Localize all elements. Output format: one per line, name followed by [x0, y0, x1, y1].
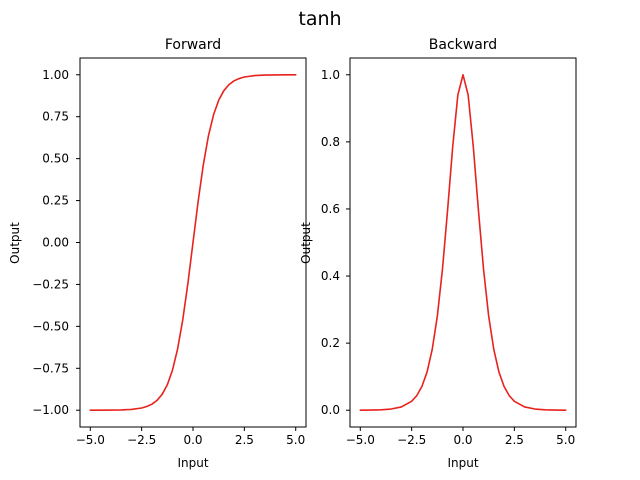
backward-x-tick-label: −5.0	[346, 433, 375, 447]
forward-x-tick-label: 5.0	[286, 433, 305, 447]
backward-series-line-0	[359, 73, 567, 411]
forward-x-tick-label: 0.0	[183, 433, 202, 447]
forward-y-tick-label: −0.50	[32, 319, 69, 333]
backward-x-tick-label: 2.5	[505, 433, 524, 447]
backward-y-tick-label: 0.2	[321, 336, 340, 350]
forward-y-tick-label: 0.25	[42, 194, 69, 208]
backward-y-tick-label: 0.8	[321, 135, 340, 149]
forward-xlabel: Input	[177, 456, 208, 470]
forward-y-tick-label: −1.00	[32, 403, 69, 417]
forward-ylabel: Output	[8, 222, 22, 264]
forward-x-tick-label: −5.0	[76, 433, 105, 447]
forward-title: Forward	[165, 37, 221, 53]
forward-y-tick-label: 0.00	[42, 236, 69, 250]
backward-x-tick-label: −2.5	[397, 433, 426, 447]
backward-x-tick-label: 5.0	[556, 433, 575, 447]
forward-series-line-0	[89, 73, 297, 412]
figure-suptitle: tanh	[298, 8, 341, 30]
forward-y-tick-label: 0.75	[42, 110, 69, 124]
backward-y-tick-label: 0.4	[321, 269, 340, 283]
backward-y-tick-label: 1.0	[321, 68, 340, 82]
backward-y-tick-label: 0.6	[321, 202, 340, 216]
forward-x-tick-label: 2.5	[235, 433, 254, 447]
forward-y-tick-label: 0.50	[42, 152, 69, 166]
forward-panel: Forward Input Output −5.0 −2.5 0.0 2.5 5.0 −1…	[8, 37, 307, 470]
forward-y-tick-label: −0.25	[32, 277, 69, 291]
backward-ylabel: Output	[299, 222, 313, 264]
backward-panel: Backward Input Output −5.0 −2.5 0.0 2.5 5.0 0…	[299, 37, 577, 470]
backward-y-tick-label: 0.0	[321, 403, 340, 417]
forward-x-tick-label: −2.5	[127, 433, 156, 447]
backward-xlabel: Input	[447, 456, 478, 470]
backward-x-tick-label: 0.0	[453, 433, 472, 447]
forward-y-tick-label: 1.00	[42, 68, 69, 82]
forward-y-tick-label: −0.75	[32, 361, 69, 375]
backward-title: Backward	[429, 37, 497, 53]
